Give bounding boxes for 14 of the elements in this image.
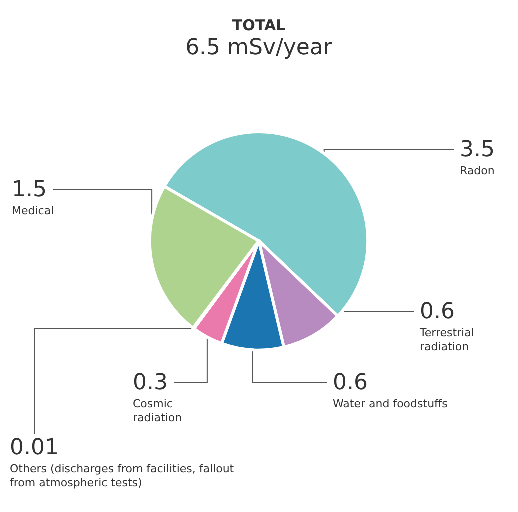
slice-label: Terrestrial radiation xyxy=(419,326,474,354)
slice-label: Cosmic radiation xyxy=(133,398,182,424)
chart-title: TOTAL xyxy=(232,16,286,34)
data-label: 0.3 xyxy=(133,370,168,396)
data-label: 1.5 xyxy=(12,178,47,202)
slice-label: Radon xyxy=(460,164,495,178)
data-label: 0.6 xyxy=(333,370,368,396)
slice-label: Medical xyxy=(12,204,54,218)
slice-label: Water and foodstuffs xyxy=(333,398,448,410)
data-label: 3.5 xyxy=(460,138,495,162)
slice-label: Others (discharges from facilities, fallout from atmospheric tests) xyxy=(10,462,235,490)
chart-subtitle: 6.5 mSv/year xyxy=(186,36,334,60)
data-label: 0.6 xyxy=(420,300,455,324)
data-label: 0.01 xyxy=(10,436,59,460)
